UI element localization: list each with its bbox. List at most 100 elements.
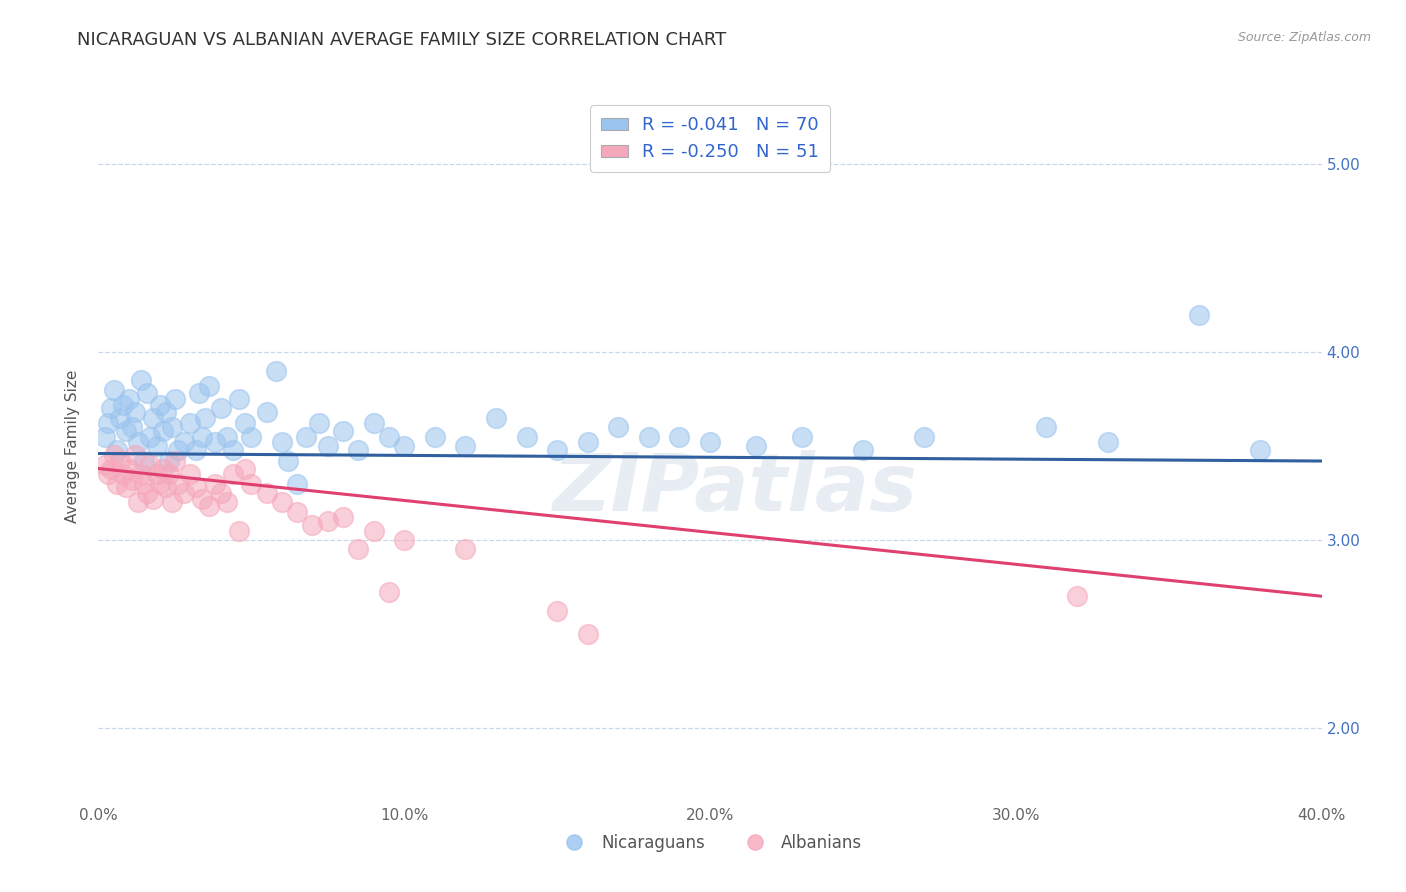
Point	[392, 439, 416, 453]
Point	[136, 486, 159, 500]
Point	[607, 420, 630, 434]
Point	[173, 435, 195, 450]
Point	[301, 517, 323, 532]
Point	[852, 442, 875, 457]
Point	[790, 429, 813, 443]
Point	[163, 392, 186, 406]
Point	[637, 429, 661, 443]
Point	[93, 429, 115, 443]
Point	[228, 392, 250, 406]
Point	[186, 480, 208, 494]
Text: NICARAGUAN VS ALBANIAN AVERAGE FAMILY SIZE CORRELATION CHART: NICARAGUAN VS ALBANIAN AVERAGE FAMILY SI…	[77, 31, 727, 49]
Point	[149, 476, 172, 491]
Point	[699, 435, 721, 450]
Point	[233, 417, 256, 431]
Point	[285, 505, 308, 519]
Point	[124, 405, 146, 419]
Point	[149, 398, 172, 412]
Point	[256, 405, 278, 419]
Point	[423, 429, 446, 443]
Point	[270, 435, 292, 450]
Point	[546, 604, 568, 618]
Point	[129, 467, 152, 482]
Point	[127, 435, 149, 450]
Point	[134, 454, 156, 468]
Text: Source: ZipAtlas.com: Source: ZipAtlas.com	[1237, 31, 1371, 45]
Point	[546, 442, 568, 457]
Point	[264, 364, 287, 378]
Point	[93, 458, 115, 472]
Point	[912, 429, 935, 443]
Point	[1066, 589, 1088, 603]
Point	[378, 429, 401, 443]
Y-axis label: Average Family Size: Average Family Size	[65, 369, 80, 523]
Point	[454, 542, 477, 557]
Point	[316, 439, 339, 453]
Point	[105, 442, 128, 457]
Point	[209, 401, 232, 416]
Point	[139, 458, 162, 472]
Point	[115, 424, 138, 438]
Point	[127, 495, 149, 509]
Point	[454, 439, 477, 453]
Point	[332, 424, 354, 438]
Point	[668, 429, 690, 443]
Point	[191, 429, 214, 443]
Point	[121, 473, 143, 487]
Point	[576, 435, 599, 450]
Point	[1188, 308, 1211, 322]
Point	[188, 386, 211, 401]
Point	[316, 514, 339, 528]
Point	[347, 542, 370, 557]
Point	[100, 461, 122, 475]
Point	[233, 461, 256, 475]
Point	[111, 398, 134, 412]
Point	[100, 401, 122, 416]
Point	[204, 476, 226, 491]
Point	[378, 585, 401, 599]
Point	[155, 480, 177, 494]
Point	[157, 467, 180, 482]
Point	[186, 442, 208, 457]
Point	[103, 383, 125, 397]
Point	[160, 420, 183, 434]
Point	[142, 410, 165, 425]
Point	[152, 424, 174, 438]
Point	[194, 410, 217, 425]
Point	[576, 627, 599, 641]
Point	[157, 454, 180, 468]
Point	[129, 373, 152, 387]
Point	[197, 379, 219, 393]
Point	[285, 476, 308, 491]
Point	[191, 491, 214, 506]
Point	[160, 495, 183, 509]
Point	[142, 491, 165, 506]
Point	[97, 467, 120, 482]
Point	[124, 449, 146, 463]
Point	[222, 442, 245, 457]
Point	[1035, 420, 1057, 434]
Point	[270, 495, 292, 509]
Point	[240, 476, 263, 491]
Point	[392, 533, 416, 547]
Point	[277, 454, 299, 468]
Point	[308, 417, 330, 431]
Point	[108, 454, 131, 468]
Point	[108, 410, 131, 425]
Point	[347, 442, 370, 457]
Point	[363, 524, 385, 538]
Point	[145, 439, 167, 453]
Point	[745, 439, 768, 453]
Point	[152, 461, 174, 475]
Point	[485, 410, 508, 425]
Point	[118, 461, 141, 475]
Point	[173, 486, 195, 500]
Point	[228, 524, 250, 538]
Point	[103, 449, 125, 463]
Point	[197, 499, 219, 513]
Legend: Nicaraguans, Albanians: Nicaraguans, Albanians	[551, 828, 869, 859]
Point	[1097, 435, 1119, 450]
Text: ZIPatlas: ZIPatlas	[553, 450, 917, 528]
Point	[139, 429, 162, 443]
Point	[363, 417, 385, 431]
